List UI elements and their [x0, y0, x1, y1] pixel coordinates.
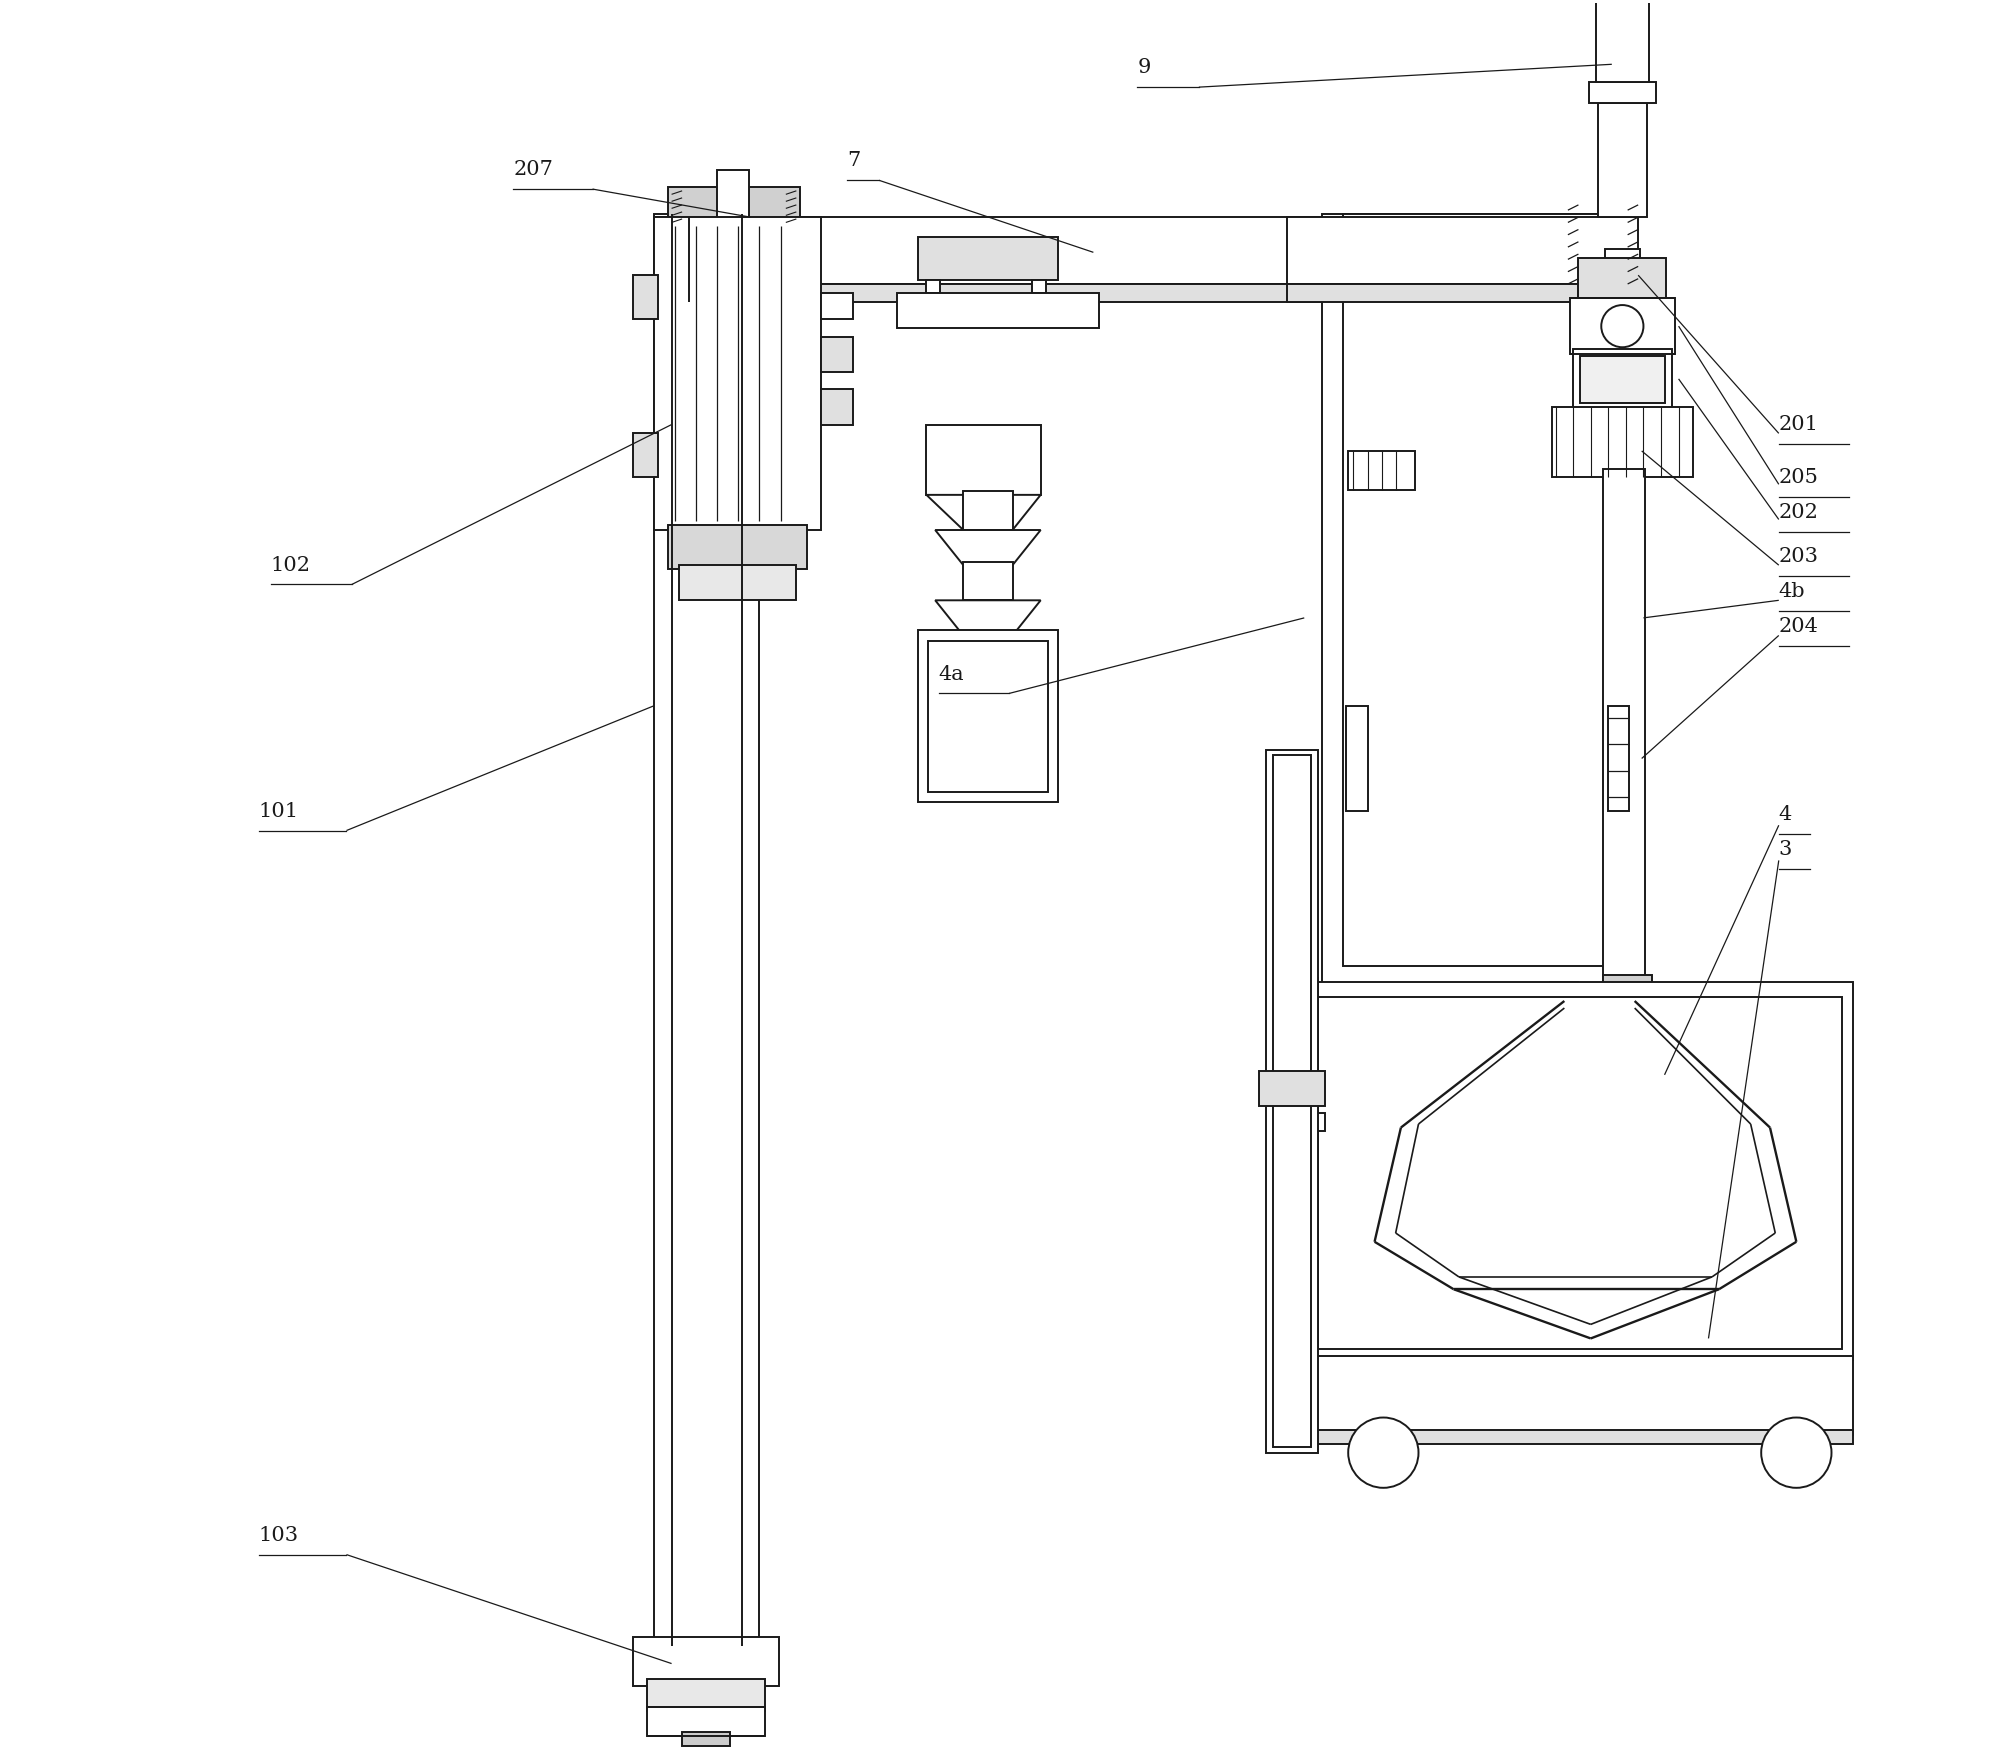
Circle shape — [1601, 305, 1643, 347]
Bar — [1603, 975, 1653, 996]
Bar — [1609, 705, 1629, 811]
Bar — [1319, 998, 1842, 1349]
Bar — [654, 213, 760, 1647]
Bar — [1321, 213, 1629, 987]
Bar — [927, 280, 941, 293]
Bar — [1287, 978, 1319, 1128]
Circle shape — [1347, 1417, 1418, 1488]
Bar — [1343, 213, 1609, 966]
Text: 4a: 4a — [939, 665, 965, 684]
Bar — [963, 492, 1012, 531]
Polygon shape — [935, 601, 1040, 635]
Bar — [1552, 407, 1693, 478]
Polygon shape — [935, 531, 1040, 566]
Bar — [668, 525, 806, 569]
Text: 3: 3 — [1780, 841, 1792, 859]
Circle shape — [1762, 1417, 1832, 1488]
Bar — [1279, 1114, 1325, 1132]
Bar — [1581, 356, 1665, 404]
Bar — [1347, 451, 1416, 490]
Bar — [917, 236, 1058, 280]
Bar — [633, 275, 658, 319]
Text: 102: 102 — [271, 555, 312, 575]
Bar — [654, 217, 1569, 284]
Bar — [654, 217, 820, 531]
Bar — [633, 1638, 778, 1687]
Text: 204: 204 — [1780, 617, 1818, 636]
Bar — [1287, 284, 1639, 301]
Bar — [668, 187, 800, 222]
Text: 9: 9 — [1138, 58, 1150, 78]
Bar — [1603, 469, 1645, 987]
Bar — [1589, 81, 1655, 102]
Bar — [1597, 0, 1649, 81]
Bar — [929, 640, 1048, 792]
Bar — [1599, 102, 1647, 217]
Bar — [897, 293, 1098, 328]
Bar — [1571, 298, 1675, 354]
Bar — [654, 284, 1569, 301]
Text: 205: 205 — [1780, 467, 1818, 487]
Text: 7: 7 — [847, 152, 861, 171]
Polygon shape — [927, 495, 1040, 531]
Bar — [820, 293, 853, 319]
Bar — [1265, 749, 1319, 1453]
Bar — [1273, 755, 1311, 1447]
Bar — [1347, 705, 1367, 811]
Text: 4b: 4b — [1780, 582, 1806, 601]
Bar — [1307, 1430, 1852, 1444]
Text: 207: 207 — [513, 160, 553, 180]
Bar — [1287, 217, 1639, 284]
Bar — [648, 1708, 764, 1735]
Bar — [718, 169, 748, 222]
Bar — [820, 390, 853, 425]
Bar — [648, 1680, 764, 1712]
Bar — [1605, 249, 1639, 670]
Bar — [1032, 280, 1046, 293]
Bar — [633, 434, 658, 478]
Bar — [927, 425, 1040, 495]
Text: 201: 201 — [1780, 414, 1818, 434]
Text: 4: 4 — [1780, 806, 1792, 825]
Bar — [1579, 257, 1667, 301]
Text: 101: 101 — [259, 802, 300, 822]
Bar — [678, 566, 796, 601]
Text: 203: 203 — [1780, 547, 1818, 566]
Bar — [1259, 1072, 1325, 1107]
Bar — [917, 629, 1058, 802]
Bar — [1307, 982, 1852, 1359]
Bar — [820, 337, 853, 372]
Bar — [682, 1731, 730, 1745]
Bar — [1573, 349, 1671, 411]
Bar — [1621, 982, 1649, 1031]
Bar — [1307, 1356, 1852, 1435]
Text: 202: 202 — [1780, 502, 1818, 522]
Bar — [963, 562, 1012, 601]
Text: 103: 103 — [259, 1525, 300, 1544]
Bar — [1550, 982, 1579, 1031]
